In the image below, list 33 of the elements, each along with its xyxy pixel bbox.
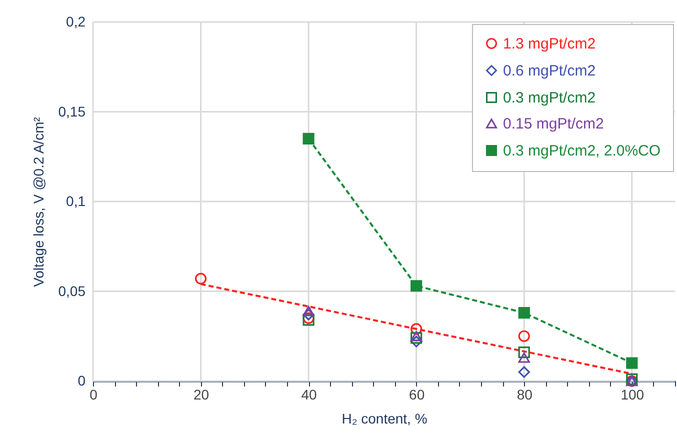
point (518, 366, 530, 378)
point (410, 330, 422, 342)
x-tick-label: 80 (516, 386, 533, 402)
legend-label: 1.3 mgPt/cm2 (503, 36, 596, 52)
point (518, 330, 530, 342)
point (410, 332, 422, 344)
legend-label: 0.15 mgPt/cm2 (503, 116, 604, 132)
x-tick-label: 20 (193, 386, 210, 402)
x-tick-label: 60 (409, 386, 425, 402)
legend-label: 0.3 mgPt/cm2 (503, 90, 596, 106)
y-axis-title: Voltage loss, V @0.2 A/cm² (30, 116, 46, 287)
legend-label: 0.6 mgPt/cm2 (503, 62, 596, 80)
point (518, 306, 530, 319)
y-tick-label: 0,2 (66, 14, 86, 30)
x-tick-label: 40 (301, 386, 318, 402)
point (302, 132, 314, 144)
legend-label: 0.3 mgPt/cm2, 2.0%CO (503, 142, 661, 160)
y-tick-label: 0,1 (66, 193, 86, 209)
point (302, 308, 314, 320)
y-tick-label: 0 (78, 372, 86, 388)
point (410, 323, 422, 335)
point (410, 280, 422, 292)
point (626, 357, 638, 369)
x-axis-title: H₂ content, % (342, 410, 428, 426)
y-tick-label: 0,05 (58, 282, 86, 299)
point (518, 352, 530, 363)
point (302, 306, 314, 316)
x-tick-label: 0 (90, 386, 98, 402)
x-tick-label: 100 (620, 386, 644, 402)
point (518, 346, 530, 358)
point (410, 336, 422, 348)
y-tick-label: 0,15 (58, 103, 86, 120)
point (194, 272, 207, 284)
